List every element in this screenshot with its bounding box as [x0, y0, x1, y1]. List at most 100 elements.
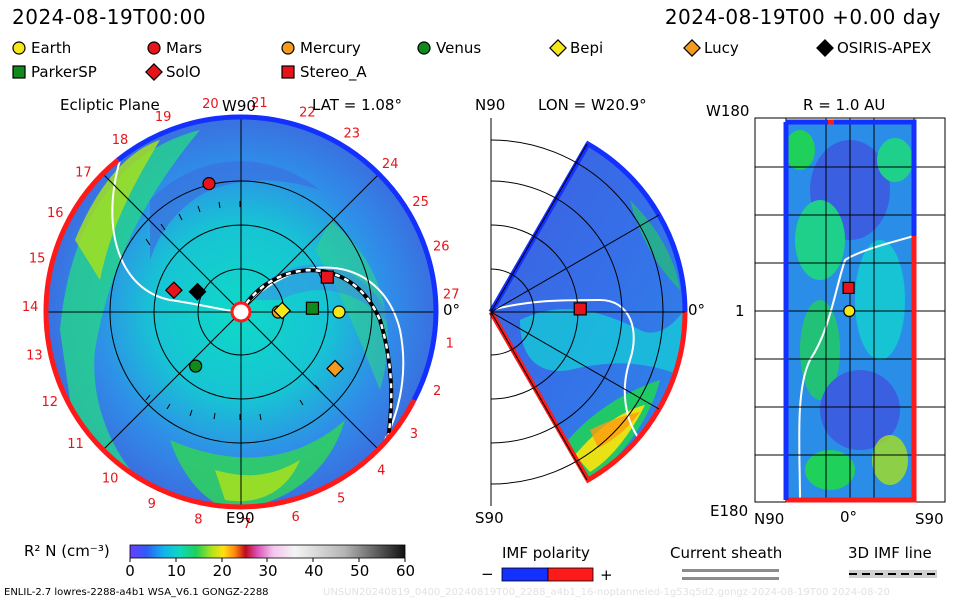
meridional-panel	[488, 118, 688, 506]
legend-stereo-a-label: Stereo_A	[300, 63, 367, 81]
sector-number-21: 21	[251, 96, 268, 111]
sector-number-18: 18	[112, 133, 129, 148]
imf-polarity-label: IMF polarity	[502, 544, 590, 562]
radial-body-markers	[842, 281, 856, 318]
sector-number-1: 1	[446, 337, 454, 352]
sector-number-9: 9	[148, 497, 156, 512]
sector-number-26: 26	[433, 240, 450, 255]
legend-solo-label: SolO	[166, 63, 201, 81]
radial-stereo-a-marker	[842, 281, 855, 294]
ecliptic-stereo-a-marker	[320, 270, 334, 284]
ecliptic-top-label: W90	[222, 97, 256, 115]
sector-number-15: 15	[29, 251, 46, 266]
legend-osiris-apex-diamond-icon	[816, 39, 834, 57]
sector-number-14: 14	[22, 300, 39, 315]
imf-line-label: 3D IMF line	[848, 544, 932, 562]
meridional-stereo-a-marker	[573, 302, 587, 316]
meridional-bottom-left-label: S90	[475, 509, 504, 527]
ecliptic-outer-polarity-positive	[240, 114, 439, 402]
sector-number-3: 3	[410, 427, 418, 442]
radial-mid-left-label: 1	[735, 302, 745, 320]
sector-number-17: 17	[75, 166, 92, 181]
radial-earth-marker	[843, 304, 856, 318]
ecliptic-lucy-marker	[326, 359, 345, 378]
legend-bepi-diamond-icon	[549, 39, 567, 57]
ecliptic-venus-marker	[189, 359, 203, 373]
imf-line-swatch	[849, 570, 937, 578]
sector-number-24: 24	[382, 157, 399, 172]
ecliptic-title: Ecliptic Plane	[60, 96, 160, 114]
legend-mercury-label: Mercury	[300, 39, 361, 57]
ecliptic-body-markers	[164, 177, 346, 378]
sector-number-19: 19	[155, 110, 172, 125]
footer-left-text: ENLIL-2.7 lowres-2288-a4b1 WSA_V6.1 GONG…	[4, 587, 269, 598]
legend-lucy-label: Lucy	[704, 39, 739, 57]
sector-number-16: 16	[47, 206, 64, 221]
radial-x-label-left: N90	[754, 510, 785, 528]
radial-map-panel	[754, 117, 946, 503]
legend-lucy-diamond-icon	[683, 39, 701, 57]
radial-x-label-right: S90	[915, 510, 944, 528]
sector-number-20: 20	[202, 97, 219, 112]
ecliptic-outer-polarity-negative	[43, 158, 417, 510]
radial-x-label-center: 0°	[840, 508, 858, 526]
header-left-timestamp: 2024-08-19T00:00	[12, 5, 207, 29]
sector-number-10: 10	[102, 472, 119, 487]
colorbar-tick-10: 10	[166, 562, 186, 580]
ecliptic-solo-marker	[164, 281, 183, 300]
legend-stereo-a-square-icon	[281, 65, 295, 79]
radial-top-left-label: W180	[706, 102, 750, 120]
meridional-right-label: 0°	[688, 301, 706, 319]
colorbar-tick-30: 30	[258, 562, 278, 580]
legend-venus-circle-icon	[417, 41, 431, 55]
current-sheath-swatch	[682, 569, 779, 580]
sector-number-8: 8	[194, 513, 202, 528]
sector-number-6: 6	[291, 510, 299, 525]
meridional-lon-label: LON = W20.9°	[538, 96, 647, 114]
imf-polarity-negative-swatch	[501, 567, 549, 582]
sun-icon	[230, 301, 252, 323]
imf-polarity-plus: +	[600, 566, 613, 584]
radial-bottom-left-label: E180	[710, 502, 749, 520]
radial-r-label: R = 1.0 AU	[803, 96, 886, 114]
colorbar-tick-60: 60	[396, 562, 416, 580]
legend-bepi-label: Bepi	[570, 39, 604, 57]
current-sheath-label: Current sheath	[670, 544, 783, 562]
sector-number-5: 5	[337, 492, 345, 507]
ecliptic-bottom-label: E90	[226, 509, 255, 527]
legend-parkersp-square-icon	[12, 65, 26, 79]
imf-polarity-minus: −	[481, 565, 494, 583]
legend-earth-circle-icon	[12, 41, 26, 55]
meridional-top-left-label: N90	[475, 96, 506, 114]
footer-right-text: UNSUN20240819_0400_20240819T00_2288_a4b1…	[323, 587, 890, 598]
legend-earth-label: Earth	[31, 39, 72, 57]
sector-number-23: 23	[343, 126, 360, 141]
sector-number-7: 7	[243, 517, 251, 532]
colorbar-tick-0: 0	[125, 562, 135, 580]
header-right-timestamp: 2024-08-19T00 +0.00 day	[664, 5, 941, 29]
legend-solo-diamond-icon	[145, 63, 163, 81]
colorbar-label: R² N (cm⁻³)	[24, 542, 110, 560]
colorbar-tick-20: 20	[212, 562, 232, 580]
meridional-body-markers	[573, 302, 587, 316]
ecliptic-lat-label: LAT = 1.08°	[312, 96, 402, 114]
meridional-grid	[490, 118, 685, 506]
ecliptic-bepi-marker	[273, 301, 292, 320]
sector-number-12: 12	[41, 395, 58, 410]
legend-osiris-apex-label: OSIRIS-APEX	[837, 39, 932, 57]
colorbar	[129, 544, 406, 559]
sector-number-22: 22	[299, 106, 316, 121]
colorbar-tick-50: 50	[350, 562, 370, 580]
ecliptic-right-label: 0°	[443, 301, 461, 319]
colorbar-tick-40: 40	[304, 562, 324, 580]
ecliptic-mars-marker	[202, 177, 216, 191]
legend-mars-circle-icon	[147, 41, 161, 55]
sector-number-2: 2	[433, 384, 441, 399]
legend-mars-label: Mars	[166, 39, 203, 57]
sector-number-4: 4	[377, 464, 385, 479]
ecliptic-earth-marker	[332, 305, 346, 319]
sector-number-25: 25	[412, 195, 429, 210]
sector-number-13: 13	[26, 349, 43, 364]
